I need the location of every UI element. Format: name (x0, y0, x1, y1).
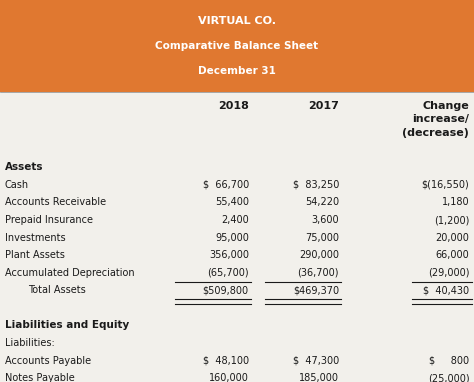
Text: Liabilities:: Liabilities: (5, 338, 55, 348)
Text: Investments: Investments (5, 233, 65, 243)
Text: Plant Assets: Plant Assets (5, 250, 64, 260)
Text: 75,000: 75,000 (305, 233, 339, 243)
Text: (36,700): (36,700) (297, 268, 339, 278)
Text: Notes Payable: Notes Payable (5, 373, 74, 382)
Text: $  48,100: $ 48,100 (203, 356, 249, 366)
Text: Cash: Cash (5, 180, 29, 190)
Text: 3,600: 3,600 (311, 215, 339, 225)
Text: Liabilities and Equity: Liabilities and Equity (5, 320, 129, 330)
Text: $(16,550): $(16,550) (421, 180, 469, 190)
Text: Prepaid Insurance: Prepaid Insurance (5, 215, 93, 225)
Text: Comparative Balance Sheet: Comparative Balance Sheet (155, 41, 319, 51)
Text: 1,180: 1,180 (442, 197, 469, 207)
Text: December 31: December 31 (198, 66, 276, 76)
Text: 95,000: 95,000 (215, 233, 249, 243)
Text: 54,220: 54,220 (305, 197, 339, 207)
Text: Accounts Receivable: Accounts Receivable (5, 197, 106, 207)
Text: (25,000): (25,000) (428, 373, 469, 382)
Text: Assets: Assets (5, 162, 43, 172)
Text: 2018: 2018 (218, 101, 249, 111)
Text: (65,700): (65,700) (207, 268, 249, 278)
Text: $  40,430: $ 40,430 (423, 285, 469, 295)
Text: 160,000: 160,000 (209, 373, 249, 382)
Text: 2017: 2017 (308, 101, 339, 111)
Text: (29,000): (29,000) (428, 268, 469, 278)
Text: 2,400: 2,400 (221, 215, 249, 225)
Text: 55,400: 55,400 (215, 197, 249, 207)
Text: $     800: $ 800 (429, 356, 469, 366)
Text: 290,000: 290,000 (299, 250, 339, 260)
Text: $  47,300: $ 47,300 (292, 356, 339, 366)
Text: 66,000: 66,000 (436, 250, 469, 260)
Text: 185,000: 185,000 (299, 373, 339, 382)
Text: Change
increase/
(decrease): Change increase/ (decrease) (402, 101, 469, 138)
Text: 356,000: 356,000 (209, 250, 249, 260)
Text: Accounts Payable: Accounts Payable (5, 356, 91, 366)
Text: Total Assets: Total Assets (28, 285, 86, 295)
Text: $469,370: $469,370 (293, 285, 339, 295)
Text: 20,000: 20,000 (436, 233, 469, 243)
Text: (1,200): (1,200) (434, 215, 469, 225)
Text: $509,800: $509,800 (203, 285, 249, 295)
Bar (0, 0, 474, 92)
Text: $  83,250: $ 83,250 (292, 180, 339, 190)
Text: Accumulated Depreciation: Accumulated Depreciation (5, 268, 134, 278)
Text: VIRTUAL CO.: VIRTUAL CO. (198, 16, 276, 26)
Text: $  66,700: $ 66,700 (202, 180, 249, 190)
